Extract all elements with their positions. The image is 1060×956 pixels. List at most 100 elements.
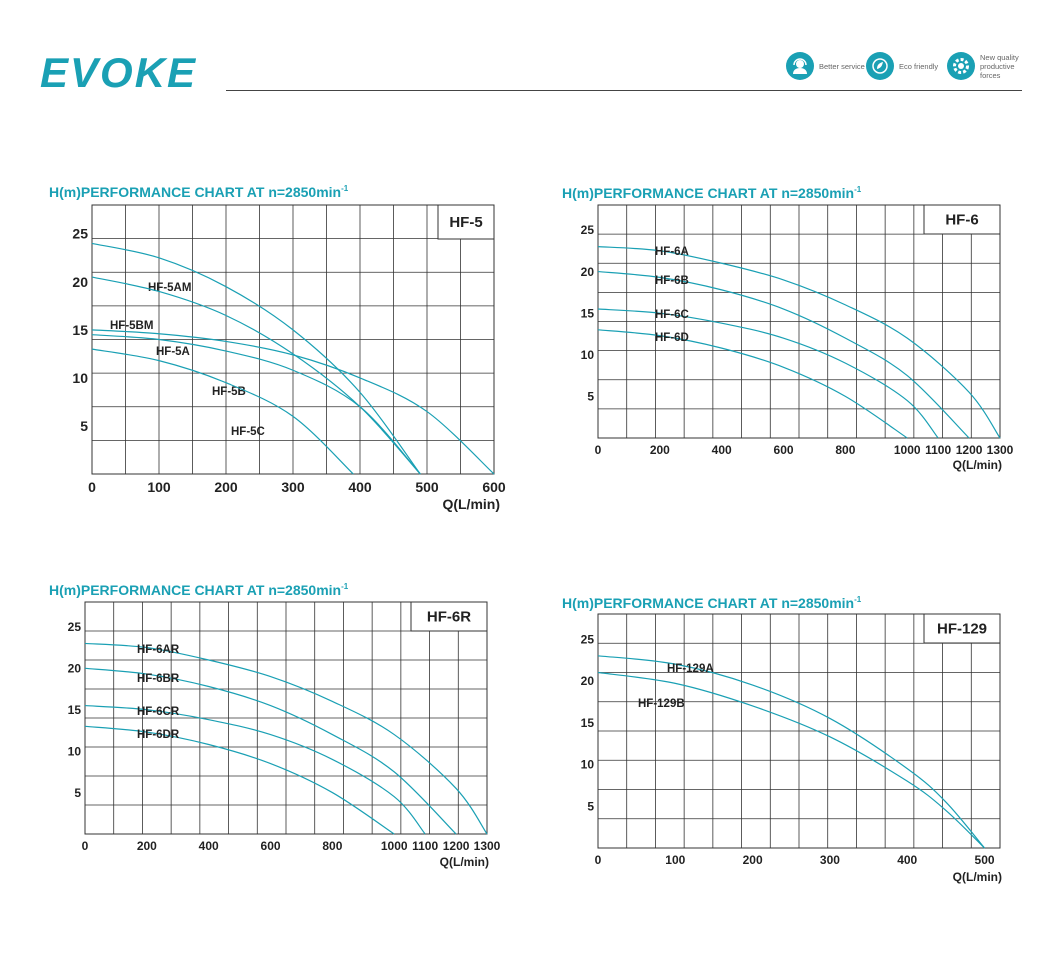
- chart-hf-6: H(m)PERFORMANCE CHART AT n=2850min-1 HF-6…: [562, 185, 1014, 472]
- x-tick-label: 600: [482, 479, 506, 495]
- series-label: HF-5BM: [110, 320, 153, 332]
- y-tick-label: 5: [587, 799, 594, 813]
- brand-logo: EVOKE: [40, 49, 198, 96]
- chart-hf-5: H(m)PERFORMANCE CHART AT n=2850min-1 HF-5…: [49, 184, 506, 512]
- x-tick-label: 1200: [956, 443, 983, 457]
- series-curve-hf-129a: [597, 655, 985, 849]
- series-label: HF-6D: [655, 332, 689, 344]
- x-tick-label: 400: [199, 839, 219, 853]
- series-label: HF-5C: [231, 426, 265, 438]
- series-label: HF-5AM: [148, 282, 191, 294]
- header-divider: [226, 90, 1022, 91]
- x-tick-label: 1300: [474, 839, 501, 853]
- y-tick-label: 5: [74, 786, 81, 800]
- series-curve-hf-6a: [597, 246, 1001, 439]
- series-label: HF-5B: [212, 386, 246, 398]
- model-label: HF-6R: [427, 609, 471, 626]
- x-tick-label: 200: [743, 853, 763, 867]
- model-label: HF-6: [945, 212, 978, 229]
- chart-hf-129: H(m)PERFORMANCE CHART AT n=2850min-1 HF-1…: [562, 595, 1002, 884]
- x-tick-label: 0: [595, 853, 602, 867]
- x-tick-label: 0: [88, 479, 96, 495]
- y-tick-label: 15: [68, 703, 82, 717]
- y-tick-label: 20: [581, 265, 595, 279]
- series-label: HF-6CR: [137, 706, 180, 718]
- series-label: HF-6AR: [137, 644, 180, 656]
- y-tick-label: 25: [68, 620, 82, 634]
- x-tick-label: 1300: [987, 443, 1014, 457]
- model-label: HF-5: [449, 214, 482, 231]
- series-label: HF-6B: [655, 275, 689, 287]
- series-curve-hf-6d: [597, 329, 908, 439]
- series-curve-hf-5b: [91, 334, 421, 475]
- chart-title: H(m)PERFORMANCE CHART AT n=2850min-1: [49, 582, 349, 598]
- x-axis-label: Q(L/min): [440, 855, 489, 869]
- x-tick-label: 100: [665, 853, 685, 867]
- model-box: [923, 204, 1001, 235]
- badge-eco-friendly: Eco friendly: [866, 52, 938, 80]
- x-tick-label: 500: [415, 479, 439, 495]
- model-box: [410, 601, 488, 632]
- series-curve-hf-6b: [597, 270, 970, 439]
- x-tick-label: 200: [650, 443, 670, 457]
- badge-text: Better service: [819, 61, 865, 71]
- badge-text: Eco friendly: [899, 61, 939, 71]
- x-tick-label: 300: [281, 479, 305, 495]
- y-tick-label: 15: [72, 322, 88, 338]
- badge-text: New quality productive forces: [980, 52, 1019, 80]
- y-tick-label: 5: [80, 418, 88, 434]
- series-label: HF-6C: [655, 309, 689, 321]
- series-curve-hf-5c: [91, 348, 354, 475]
- x-tick-label: 100: [147, 479, 171, 495]
- badge-new-quality: New quality productive forces: [947, 52, 1032, 80]
- x-tick-label: 0: [82, 839, 89, 853]
- y-tick-label: 10: [68, 744, 82, 758]
- series-curve-hf-129b: [597, 671, 985, 849]
- x-axis-label: Q(L/min): [953, 458, 1002, 472]
- model-box: [923, 613, 1001, 644]
- y-tick-label: 25: [72, 226, 88, 242]
- y-tick-label: 5: [587, 390, 594, 404]
- y-tick-label: 15: [581, 716, 595, 730]
- series-curve-hf-6c: [597, 308, 939, 439]
- title-superscript: -1: [341, 582, 349, 591]
- x-tick-label: 0: [595, 443, 602, 457]
- y-tick-label: 25: [581, 223, 595, 237]
- x-tick-label: 200: [214, 479, 238, 495]
- x-tick-label: 1100: [412, 839, 438, 853]
- x-tick-label: 600: [261, 839, 281, 853]
- x-axis-label: Q(L/min): [953, 870, 1002, 884]
- series-curve-hf-6dr: [84, 725, 395, 835]
- series-curve-hf-6cr: [84, 704, 426, 835]
- y-tick-label: 15: [581, 306, 595, 320]
- x-tick-label: 800: [322, 839, 342, 853]
- x-tick-label: 600: [774, 443, 794, 457]
- chart-title: H(m)PERFORMANCE CHART AT n=2850min-1: [562, 185, 862, 201]
- x-axis-label: Q(L/min): [442, 496, 500, 512]
- x-tick-label: 500: [975, 853, 995, 867]
- series-label: HF-129A: [667, 663, 714, 675]
- gear-icon: [947, 52, 975, 80]
- chart-hf-6r: H(m)PERFORMANCE CHART AT n=2850min-1 HF-6…: [49, 582, 501, 869]
- series-curve-hf-6ar: [84, 642, 488, 835]
- x-tick-label: 1100: [925, 443, 951, 457]
- chart-title: H(m)PERFORMANCE CHART AT n=2850min-1: [562, 595, 862, 611]
- x-tick-label: 400: [897, 853, 917, 867]
- x-tick-label: 1000: [894, 443, 921, 457]
- series-label: HF-6BR: [137, 673, 180, 685]
- series-label: HF-5A: [156, 346, 190, 358]
- model-label: HF-129: [937, 621, 987, 638]
- title-superscript: -1: [341, 184, 349, 193]
- title-superscript: -1: [854, 185, 862, 194]
- leaf-icon: [866, 52, 894, 80]
- x-tick-label: 1200: [443, 839, 470, 853]
- y-tick-label: 10: [581, 758, 595, 772]
- model-box: [437, 204, 495, 240]
- chart-title: H(m)PERFORMANCE CHART AT n=2850min-1: [49, 184, 349, 200]
- x-tick-label: 800: [835, 443, 855, 457]
- x-tick-label: 200: [137, 839, 157, 853]
- series-label: HF-6A: [655, 246, 689, 258]
- headset-icon: [786, 52, 814, 80]
- y-tick-label: 10: [72, 370, 88, 386]
